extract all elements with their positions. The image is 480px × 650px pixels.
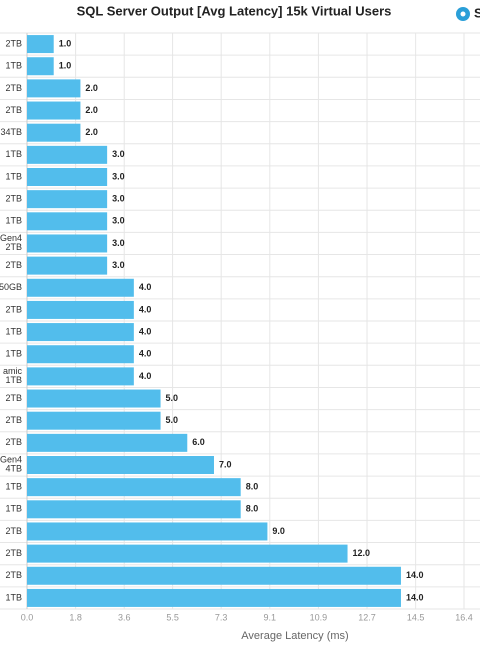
y-tick-label: 2TB <box>5 304 22 314</box>
data-label: 5.0 <box>166 415 179 425</box>
data-label: 4.0 <box>139 304 152 314</box>
bar <box>27 123 81 142</box>
x-tick-label: 1.8 <box>69 612 82 622</box>
y-tick-label: 1TB <box>5 149 22 159</box>
bar <box>27 456 214 474</box>
data-label: 1.0 <box>59 38 72 48</box>
y-tick-label: 2TB <box>5 194 22 204</box>
y-tick-label-line: 1TB <box>5 375 22 385</box>
y-tick-label: 1TB <box>5 592 22 602</box>
logo-text: S <box>474 5 480 20</box>
y-tick-label: 1TB <box>5 482 22 492</box>
x-axis-title: Average Latency (ms) <box>241 630 348 642</box>
bar <box>27 256 108 275</box>
bar <box>27 35 54 54</box>
data-label: 3.0 <box>112 149 125 159</box>
y-tick-label: 50GB <box>0 282 22 292</box>
data-label: 12.0 <box>353 548 371 558</box>
x-tick-label: 9.1 <box>264 612 277 622</box>
x-tick-label: 12.7 <box>358 612 376 622</box>
bar <box>27 79 81 98</box>
data-label: 14.0 <box>406 570 424 580</box>
y-tick-label: 1TB <box>5 171 22 181</box>
y-tick-label: 1TB <box>5 61 22 71</box>
bar <box>27 389 161 408</box>
y-tick-label: 2TB <box>5 526 22 536</box>
y-tick-label: 2TB <box>5 38 22 48</box>
bar <box>27 478 241 497</box>
bar <box>27 522 268 541</box>
data-label: 1.0 <box>59 61 72 71</box>
x-tick-label: 16.4 <box>455 612 473 622</box>
data-label: 2.0 <box>85 83 98 93</box>
bar <box>27 57 54 76</box>
data-label: 7.0 <box>219 459 232 469</box>
chart-title: SQL Server Output [Avg Latency] 15k Virt… <box>77 3 392 18</box>
data-label: 4.0 <box>139 282 152 292</box>
data-label: 8.0 <box>246 482 259 492</box>
y-tick-label-line: Gen4 <box>0 233 22 243</box>
data-label: 9.0 <box>272 526 285 536</box>
y-tick-label: 2TB <box>5 570 22 580</box>
x-tick-label: 7.3 <box>215 612 228 622</box>
y-tick-label: Gen4 4TB <box>0 455 22 474</box>
data-label: 2.0 <box>85 127 98 137</box>
data-label: 3.0 <box>112 194 125 204</box>
bar <box>27 411 161 430</box>
y-tick-label: 2TB <box>5 548 22 558</box>
y-tick-label-line: Gen4 <box>0 455 22 465</box>
data-label: 3.0 <box>112 216 125 226</box>
bar <box>27 323 134 342</box>
data-label: 3.0 <box>112 260 125 270</box>
bar <box>27 566 401 585</box>
y-tick-label-line: 2TB <box>5 242 22 252</box>
data-label: 4.0 <box>139 326 152 336</box>
bar <box>27 544 348 563</box>
x-tick-label: 3.6 <box>118 612 131 622</box>
x-tick-label: 5.5 <box>166 612 179 622</box>
y-tick-label: Gen4 2TB <box>0 233 22 252</box>
y-tick-label: 1TB <box>5 326 22 336</box>
data-label: 6.0 <box>192 437 205 447</box>
data-label: 5.0 <box>166 393 179 403</box>
y-tick-label: 2TB <box>5 415 22 425</box>
bar <box>27 278 134 297</box>
bar <box>27 234 108 253</box>
data-label: 3.0 <box>112 238 125 248</box>
data-label: 4.0 <box>139 349 152 359</box>
y-tick-label: 2TB <box>5 393 22 403</box>
y-tick-label: 1TB <box>5 349 22 359</box>
bar <box>27 300 134 319</box>
y-tick-label: 2TB <box>5 260 22 270</box>
data-label: 14.0 <box>406 592 424 602</box>
y-tick-label: 2TB <box>5 83 22 93</box>
data-label: 3.0 <box>112 171 125 181</box>
y-tick-label-line: amic <box>3 366 23 376</box>
y-tick-label: 1TB <box>5 216 22 226</box>
y-tick-label: 1TB <box>5 504 22 514</box>
data-label: 2.0 <box>85 105 98 115</box>
logo-icon-center <box>460 11 466 17</box>
bar <box>27 588 401 607</box>
bar <box>27 433 188 452</box>
y-tick-label: amic 1TB <box>3 366 23 385</box>
bar <box>27 190 108 209</box>
y-tick-label: 2TB <box>5 105 22 115</box>
data-label: 4.0 <box>139 371 152 381</box>
bar <box>27 212 108 231</box>
bar <box>27 168 108 186</box>
bar <box>27 367 134 386</box>
x-tick-label: 14.5 <box>407 612 425 622</box>
bar <box>27 101 81 120</box>
y-tick-label: 34TB <box>0 127 22 137</box>
bar <box>27 345 134 364</box>
bar <box>27 145 108 164</box>
y-tick-label: 2TB <box>5 437 22 447</box>
x-tick-label: 0.0 <box>21 612 34 622</box>
x-tick-label: 10.9 <box>310 612 328 622</box>
bar <box>27 500 241 519</box>
y-tick-label-line: 4TB <box>5 464 22 474</box>
data-label: 8.0 <box>246 504 259 514</box>
